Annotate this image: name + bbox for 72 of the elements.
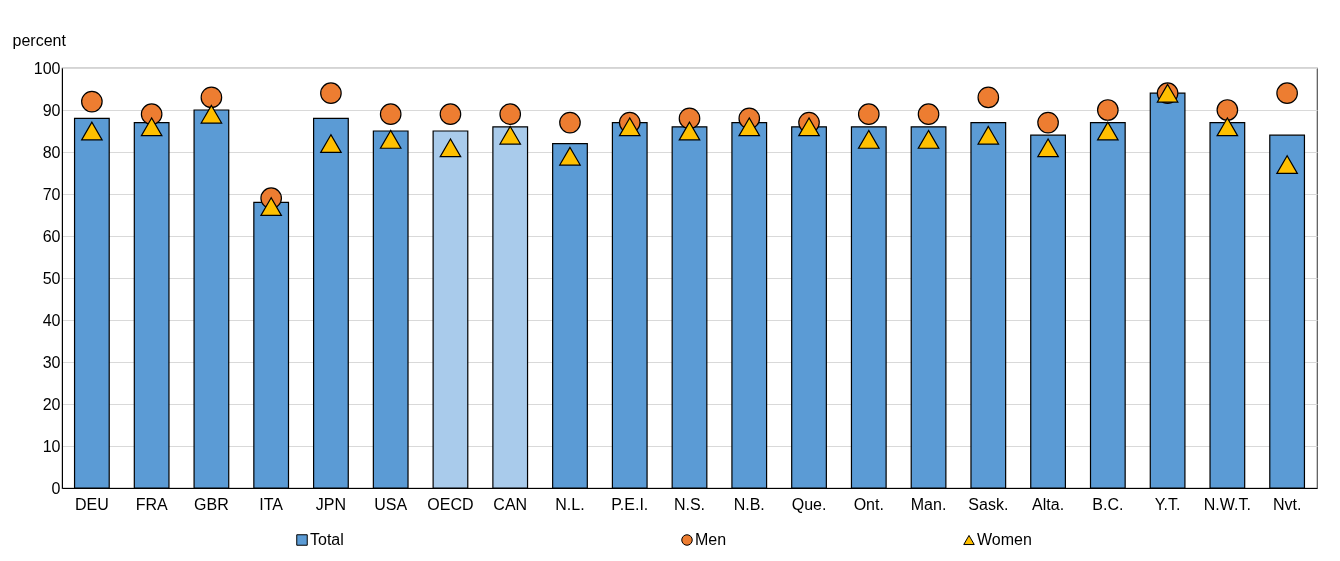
point bbox=[678, 107, 701, 130]
point bbox=[559, 146, 581, 166]
y-tick-label: 20 bbox=[42, 395, 61, 413]
point bbox=[738, 117, 761, 137]
point bbox=[917, 129, 940, 149]
point bbox=[618, 117, 641, 137]
point bbox=[499, 125, 522, 145]
point bbox=[857, 129, 880, 149]
x-tick-label: Y.T. bbox=[1154, 495, 1181, 513]
x-tick-label: USA bbox=[374, 495, 408, 513]
point bbox=[1216, 99, 1239, 121]
point bbox=[439, 138, 462, 158]
point bbox=[439, 103, 462, 126]
y-tick-label: 100 bbox=[33, 59, 61, 77]
point bbox=[857, 103, 880, 126]
point bbox=[1216, 117, 1239, 137]
y-axis-title: percent bbox=[12, 31, 67, 49]
point bbox=[320, 82, 342, 105]
x-tick-label: Que. bbox=[791, 495, 827, 513]
point bbox=[1037, 138, 1059, 158]
x-tick-label: N.W.T. bbox=[1203, 495, 1251, 513]
point bbox=[1096, 99, 1119, 121]
x-tick-label: Man. bbox=[910, 495, 947, 513]
point bbox=[798, 117, 820, 137]
x-tick-label: N.L. bbox=[555, 495, 585, 513]
point bbox=[1096, 121, 1119, 141]
x-tick-label: N.B. bbox=[733, 495, 765, 513]
x-tick-label: JPN bbox=[315, 495, 347, 513]
x-tick-label: P.E.I. bbox=[611, 495, 649, 513]
point bbox=[200, 104, 223, 124]
x-tick-label: N.S. bbox=[673, 495, 706, 513]
x-tick-label: Alta. bbox=[1032, 495, 1065, 513]
point bbox=[81, 121, 103, 141]
y-tick-label: 10 bbox=[42, 437, 61, 455]
point bbox=[81, 90, 103, 113]
y-tick-label: 0 bbox=[51, 479, 61, 497]
point bbox=[260, 197, 283, 217]
y-tick-label: 80 bbox=[42, 143, 61, 161]
x-tick-label: Ont. bbox=[853, 495, 884, 513]
x-tick-label: Nvt. bbox=[1272, 495, 1302, 513]
point bbox=[140, 103, 163, 126]
y-tick-label: 70 bbox=[42, 185, 61, 203]
point bbox=[1037, 111, 1059, 134]
point bbox=[140, 117, 163, 137]
legend-label: Men bbox=[695, 531, 727, 548]
x-tick-label: DEU bbox=[74, 495, 109, 513]
point bbox=[499, 103, 522, 126]
x-tick-label: OECD bbox=[427, 495, 474, 513]
y-tick-label: 60 bbox=[42, 227, 61, 245]
point bbox=[1276, 155, 1298, 175]
x-tick-label: GBR bbox=[194, 495, 229, 513]
y-tick-label: 30 bbox=[42, 353, 61, 371]
point bbox=[379, 103, 402, 126]
x-tick-label: Sask. bbox=[968, 495, 1009, 513]
point bbox=[917, 103, 940, 126]
y-tick-label: 40 bbox=[42, 311, 61, 329]
point bbox=[678, 121, 701, 141]
point bbox=[977, 125, 1000, 145]
y-tick-label: 90 bbox=[42, 101, 61, 119]
legend-label: Total bbox=[310, 531, 344, 548]
point bbox=[559, 111, 581, 134]
point bbox=[977, 86, 1000, 109]
point bbox=[379, 129, 402, 149]
x-tick-label: FRA bbox=[135, 495, 168, 513]
x-tick-label: ITA bbox=[259, 495, 284, 513]
point bbox=[200, 86, 223, 109]
x-tick-label: B.C. bbox=[1092, 495, 1124, 513]
point bbox=[320, 134, 342, 154]
legend-label: Women bbox=[977, 531, 1032, 548]
point bbox=[1276, 82, 1298, 105]
y-tick-label: 50 bbox=[42, 269, 61, 287]
x-tick-label: CAN bbox=[493, 495, 528, 513]
